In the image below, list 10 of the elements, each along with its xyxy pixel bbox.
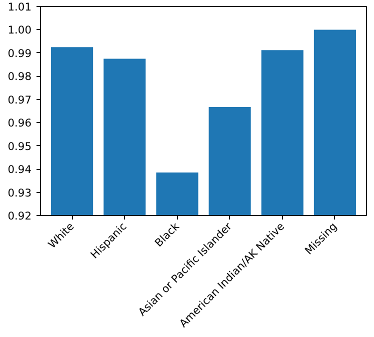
y-tick-label: 0.96 <box>8 116 32 130</box>
y-tick-label: 1.01 <box>8 0 32 14</box>
y-tick-label: 0.92 <box>8 210 32 222</box>
y-tick-label: 0.95 <box>8 140 32 153</box>
y-tick-label: 0.97 <box>8 93 32 106</box>
y-tick-label: 1.00 <box>8 24 32 37</box>
y-tick-label: 0.98 <box>8 70 32 84</box>
y-tick-label: 0.93 <box>8 186 32 200</box>
y-tick-label: 0.99 <box>8 46 32 60</box>
y-tick-label: 0.94 <box>8 163 32 176</box>
